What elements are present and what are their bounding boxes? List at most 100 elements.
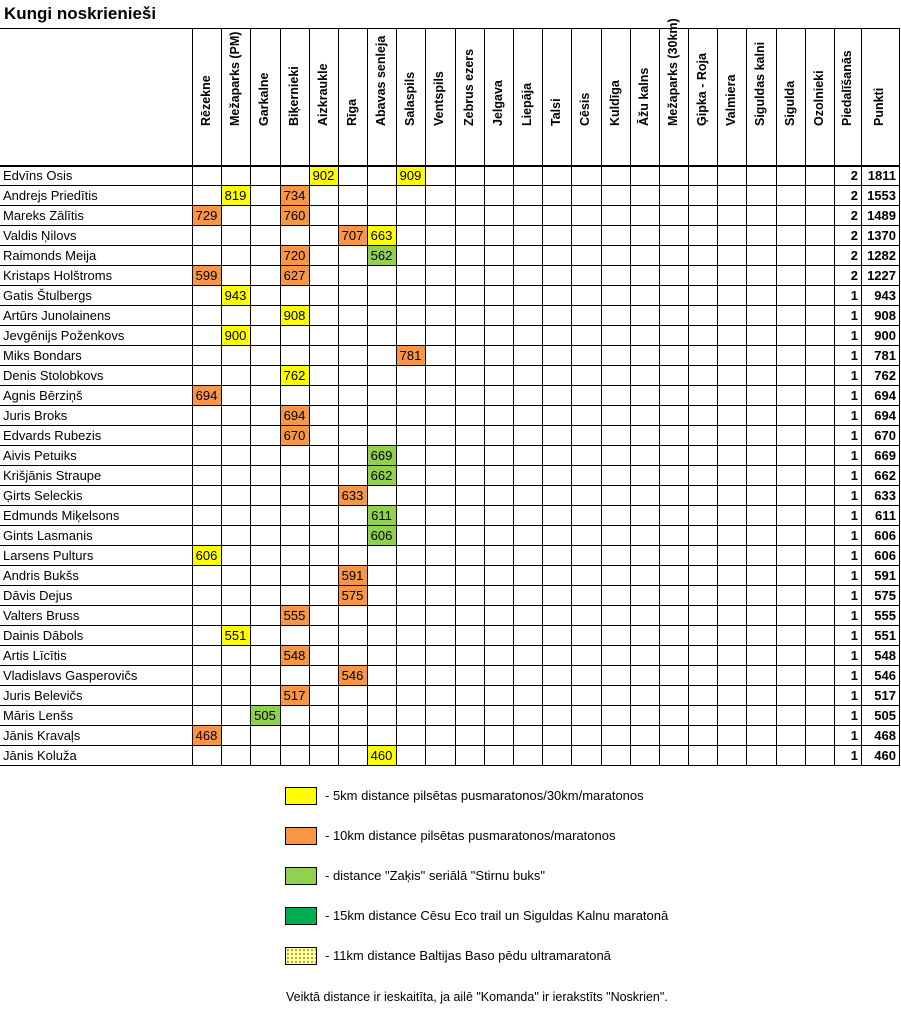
total-points: 943 [874,288,896,303]
row-border [0,245,900,246]
header-bottom-border [0,165,900,167]
column-border [484,28,485,766]
score-cell: 669 [367,446,396,466]
score-cell: 729 [192,206,221,226]
total-points: 575 [874,588,896,603]
column-border [455,28,456,766]
participation-count: 1 [850,528,858,543]
column-border [601,28,602,766]
participation-count: 1 [850,668,858,683]
score-cell: 606 [367,526,396,546]
score-cell: 555 [280,606,309,626]
column-header: Salaspils [402,71,417,126]
row-border [0,445,900,446]
participant-name: Gints Lasmanis [3,528,93,543]
score-cell: 599 [192,266,221,286]
total-points: 670 [874,428,896,443]
participation-count: 1 [850,488,858,503]
score-cell: 943 [221,286,250,306]
participant-name: Ģirts Seleckis [3,488,83,503]
total-points: 468 [874,728,896,743]
column-border [513,28,514,766]
score-cell: 819 [221,186,250,206]
column-header: Siguldas kalni [753,41,767,126]
participant-name: Agnis Bērziņš [3,388,83,403]
column-header-points: Punkti [872,87,886,126]
row-border [0,705,900,706]
legend-label: - 11km distance Baltijas Baso pēdu ultra… [325,948,611,963]
participation-count: 1 [850,348,858,363]
row-border [0,305,900,306]
column-header: Valmiera [723,74,738,126]
row-border [0,605,900,606]
row-border [0,765,900,766]
row-border [0,325,900,326]
score-cell: 670 [280,426,309,446]
score-cell: 517 [280,686,309,706]
participant-name: Denis Stolobkovs [3,368,104,383]
participation-count: 1 [850,608,858,623]
participation-count: 1 [850,408,858,423]
total-points: 517 [874,688,896,703]
participation-count: 1 [850,568,858,583]
column-border [192,28,193,766]
participation-count: 1 [850,468,858,483]
column-border [396,28,397,766]
score-cell: 627 [280,266,309,286]
row-border [0,225,900,226]
total-points: 548 [874,648,896,663]
participant-name: Artis Līcītis [3,648,67,663]
participant-name: Valters Bruss [3,608,80,623]
total-points: 762 [874,368,896,383]
legend-label: - 5km distance pilsētas pusmaratonos/30k… [325,788,644,803]
total-points: 551 [874,628,896,643]
participant-name: Edmunds Miķelsons [3,508,120,523]
participation-count: 1 [850,748,858,763]
participant-name: Gatis Štulbergs [3,288,92,303]
row-border [0,345,900,346]
column-border [834,28,835,766]
total-points: 611 [875,508,896,523]
score-cell: 591 [338,566,367,586]
row-border [0,725,900,726]
row-border [0,385,900,386]
column-border [899,28,900,766]
participant-name: Vladislavs Gasperovičs [3,668,138,683]
score-cell: 662 [367,466,396,486]
row-border [0,745,900,746]
column-border [861,28,862,766]
score-cell: 575 [338,586,367,606]
participant-name: Raimonds Meija [3,248,97,263]
row-border [0,205,900,206]
participant-name: Jevgēnijs Poženkovs [3,328,125,343]
participant-name: Miks Bondars [3,348,82,363]
participation-count: 1 [850,328,858,343]
participation-count: 1 [850,308,858,323]
footnote: Veiktā distance ir ieskaitīta, ja ailē "… [286,990,668,1004]
total-points: 781 [874,348,896,363]
participation-count: 2 [850,168,858,183]
total-points: 460 [874,748,896,763]
participation-count: 1 [850,628,858,643]
participant-name: Mareks Zālītis [3,208,84,223]
participation-count: 2 [850,228,858,243]
legend-swatch [285,787,317,805]
score-cell: 694 [192,386,221,406]
participant-name: Andris Bukšs [3,568,79,583]
participation-count: 1 [850,508,858,523]
score-cell: 562 [367,246,396,266]
total-points: 633 [874,488,896,503]
column-border [659,28,660,766]
legend-label: - distance "Zaķis" seriālā "Stirnu buks" [325,868,546,883]
column-header: Āžu kalns [636,67,651,126]
score-cell: 909 [396,166,425,186]
total-points: 669 [874,448,896,463]
column-header: Ventspils [432,71,446,126]
column-header: Cēsis [578,92,592,126]
total-points: 1553 [867,188,896,203]
score-cell: 606 [192,546,221,566]
participant-name: Dāvis Dejus [3,588,73,603]
row-border [0,505,900,506]
page-title: Kungi noskrienieši [4,4,157,23]
column-header: Zebrus ezers [461,48,476,126]
